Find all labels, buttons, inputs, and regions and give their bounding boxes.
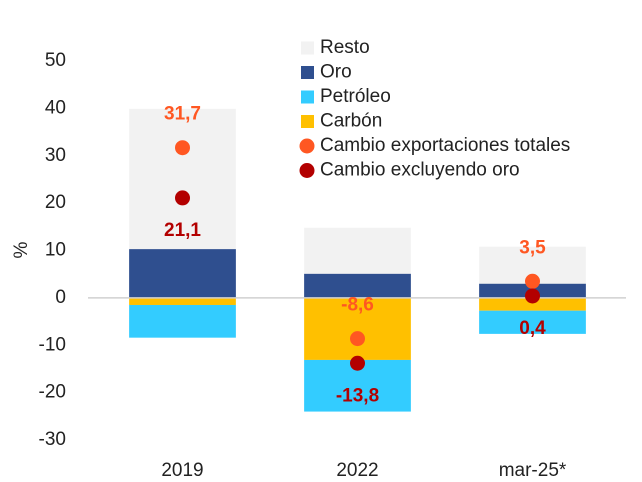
y-tick-label: -30 xyxy=(39,429,66,450)
bar-segment xyxy=(479,310,586,334)
y-tick-label: -10 xyxy=(39,334,66,355)
data-label: 0,4 xyxy=(519,318,546,339)
legend-swatch xyxy=(299,138,315,154)
dot xyxy=(525,288,540,304)
y-tick-label: 40 xyxy=(45,97,66,118)
data-label: -8,6 xyxy=(341,295,374,316)
legend-label: Cambio exportaciones totales xyxy=(320,135,570,156)
data-label: 21,1 xyxy=(164,220,201,241)
y-tick-label: -20 xyxy=(39,382,66,403)
bar-segment xyxy=(129,108,236,250)
bar-segment xyxy=(304,297,411,360)
x-tick-label: mar-25* xyxy=(499,460,567,481)
y-tick-label: 50 xyxy=(45,50,66,71)
legend-swatch xyxy=(301,90,314,104)
data-label: 3,5 xyxy=(519,237,546,258)
dot xyxy=(525,273,540,289)
legend-swatch xyxy=(301,41,314,55)
bar-segment xyxy=(129,304,236,338)
legend-label: Petróleo xyxy=(320,86,391,107)
legend-label: Cambio excluyendo oro xyxy=(320,160,520,181)
y-tick-label: 0 xyxy=(55,287,66,308)
y-tick-label: 10 xyxy=(45,240,66,261)
y-tick-label: 20 xyxy=(45,192,66,213)
bar-segment xyxy=(304,227,411,274)
bar-segment xyxy=(129,249,236,298)
legend-swatch xyxy=(299,163,315,178)
dot xyxy=(175,190,190,206)
y-axis-label: % xyxy=(11,241,32,258)
data-label: 31,7 xyxy=(164,104,201,125)
data-label: -13,8 xyxy=(336,385,379,406)
dot xyxy=(350,331,365,347)
legend-label: Oro xyxy=(320,62,352,83)
x-tick-label: 2019 xyxy=(161,460,203,481)
bar-segment xyxy=(479,297,586,311)
legend-label: Carbón xyxy=(320,111,382,132)
x-tick-label: 2022 xyxy=(336,460,378,481)
y-tick-label: 30 xyxy=(45,145,66,166)
legend-label: Resto xyxy=(320,37,370,58)
bar-segment xyxy=(129,297,236,305)
legend-swatch xyxy=(301,115,314,128)
dot xyxy=(350,355,365,371)
bar-segment xyxy=(304,273,411,298)
legend-swatch xyxy=(301,66,314,79)
dot xyxy=(175,140,190,156)
